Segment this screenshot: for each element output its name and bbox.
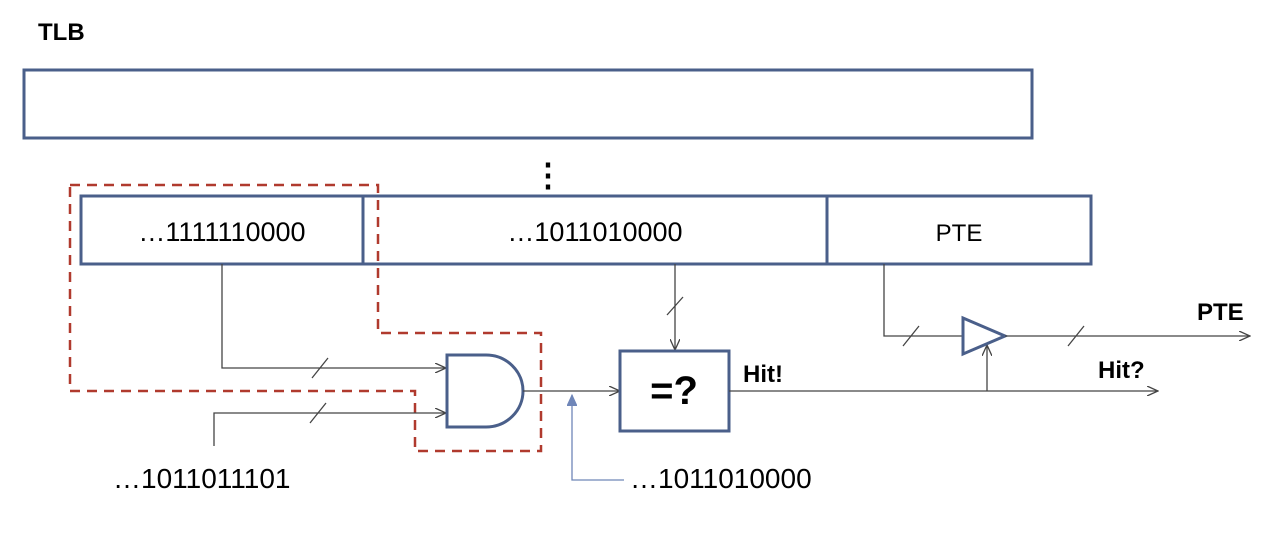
comparator-symbol: =? bbox=[650, 369, 698, 413]
pte-wire bbox=[883, 264, 963, 337]
mask-bus-slash bbox=[311, 357, 329, 379]
compare-value-arrow bbox=[572, 395, 624, 481]
comparator-box bbox=[618, 349, 731, 433]
address-wire bbox=[213, 413, 446, 446]
pte-field-label: PTE bbox=[936, 220, 983, 247]
pte-output-bus-slash bbox=[1067, 325, 1085, 347]
mask-field-label: …1111110000 bbox=[138, 217, 305, 247]
tristate-buffer bbox=[961, 315, 1009, 357]
mask-wire bbox=[221, 264, 446, 368]
hit-question-label: Hit? bbox=[1098, 357, 1145, 384]
pte-bus-slash bbox=[902, 325, 920, 347]
address-bus-slash bbox=[309, 402, 327, 424]
vertical-ellipsis: ⋮ bbox=[532, 157, 564, 193]
mask-field-box bbox=[79, 194, 365, 266]
tlb-top-bar bbox=[22, 68, 1034, 140]
tag-bus-slash bbox=[666, 296, 684, 316]
tlb-title: TLB bbox=[38, 19, 85, 46]
mask-highlight-outline bbox=[68, 183, 543, 453]
tag-field-box bbox=[361, 194, 829, 266]
hit-bang-label: Hit! bbox=[743, 361, 783, 388]
compare-value-label: …1011010000 bbox=[630, 463, 812, 494]
input-address-label: …1011011101 bbox=[113, 463, 291, 494]
and-gate bbox=[445, 353, 525, 429]
pte-field-box bbox=[825, 194, 1093, 266]
tag-field-label: …1011010000 bbox=[507, 217, 682, 247]
pte-output-label: PTE bbox=[1197, 299, 1244, 326]
